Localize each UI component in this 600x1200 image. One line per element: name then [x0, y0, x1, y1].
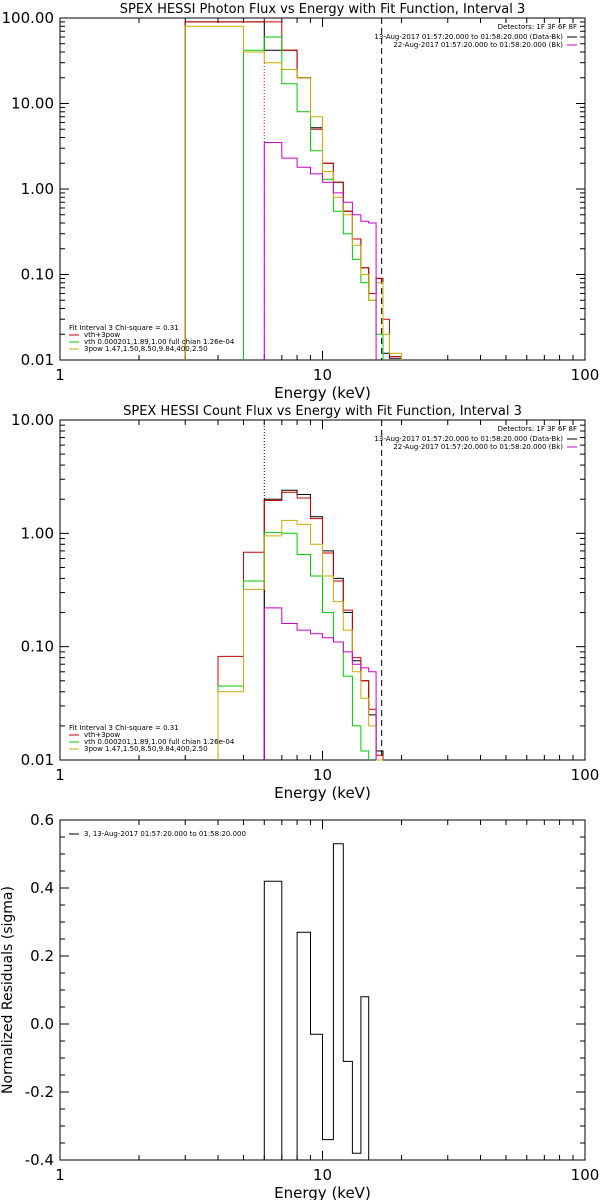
series-step-line-vth-3pow: [217, 491, 384, 760]
plot-frame: [59, 17, 586, 361]
legend-left-item: vth+3pow: [84, 331, 120, 339]
legend-right-header: Detectors: 1F 3F 6F 8F: [498, 425, 577, 433]
series-step-line-bk: [263, 607, 377, 760]
y-tick-label: 0.4: [30, 879, 54, 897]
legend-right-item: 13-Aug-2017 01:57:20.000 to 01:58:20.000…: [374, 435, 563, 443]
series-step-line-vth-3pow: [184, 21, 402, 360]
chart-title: SPEX HESSI Count Flux vs Energy with Fit…: [123, 404, 522, 419]
series-step-line-bk: [263, 142, 377, 360]
series-step-line-3pow: [217, 519, 383, 761]
x-tick-label: 10: [313, 366, 332, 384]
legend-left-item: 3pow 1.47,1.50,8.50,9.84,400,2.50: [84, 745, 208, 753]
y-tick-label: -0.2: [25, 1083, 54, 1101]
y-tick-label: 1.00: [21, 524, 54, 542]
x-tick-label: 100: [571, 766, 600, 784]
x-tick-label: 100: [571, 1166, 600, 1184]
y-axis-label: Normalized Residuals (sigma): [0, 886, 16, 1094]
x-tick-label: 100: [571, 366, 600, 384]
legend-left-item: vth 0.000201,1.89,1.00 full chian 1.26e-…: [84, 338, 235, 346]
legend-left-item: 3, 13-Aug-2017 01:57:20.000 to 01:58:20.…: [84, 830, 246, 838]
legend-left-header: Fit Interval 3 Chi-square = 0.31: [69, 324, 179, 332]
y-tick-label: 10.00: [11, 411, 54, 429]
x-tick-label: 10: [313, 766, 332, 784]
chart-panel-2: 1 10 100 10.00 1.00 0.10 0.01 SPEX HESSI Count …: [11, 404, 599, 802]
series-step-line-data-bk: [184, 21, 402, 360]
legend-left-header: Fit Interval 3 Chi-square = 0.31: [69, 724, 179, 732]
y-tick-label: 10.00: [11, 95, 54, 113]
x-tick-label: 1: [55, 1166, 65, 1184]
legend-right-item: 13-Aug-2017 01:57:20.000 to 01:58:20.000…: [374, 33, 563, 41]
series-step-line-residuals: [263, 843, 370, 1161]
series-step-line-vth: [217, 531, 370, 760]
legend-right-item: 22-Aug-2017 01:57:20.000 to 01:58:20.000…: [393, 41, 563, 49]
legend-left-item: vth 0.000201,1.89,1.00 full chian 1.26e-…: [84, 738, 235, 746]
x-axis-label: Energy (keV): [274, 384, 371, 402]
y-tick-label: -0.4: [25, 1151, 54, 1169]
y-tick-label: 0.2: [30, 947, 54, 965]
y-tick-label: 0.0: [30, 1015, 54, 1033]
chart-panel-1: 1 10 100 100.00 10.00 1.00 0.10 0.01 SPEX HESSI …: [2, 2, 600, 402]
y-tick-label: 0.10: [21, 638, 54, 656]
y-tick-label: 0.6: [30, 811, 54, 829]
chart-title: SPEX HESSI Photon Flux vs Energy with Fi…: [120, 2, 526, 17]
y-tick-label: 1.00: [21, 180, 54, 198]
y-tick-label: 0.10: [21, 266, 54, 284]
y-tick-label: 100.00: [2, 9, 55, 27]
legend-right-header: Detectors: 1F 3F 6F 8F: [498, 23, 577, 31]
legend-right-item: 22-Aug-2017 01:57:20.000 to 01:58:20.000…: [393, 443, 563, 451]
x-tick-label: 10: [313, 1166, 332, 1184]
legend-left-item: 3pow 1.47,1.50,8.50,9.84,400,2.50: [84, 345, 208, 353]
y-tick-label: 0.01: [21, 751, 54, 769]
legend-left-item: vth+3pow: [84, 731, 120, 739]
x-tick-label: 1: [55, 366, 65, 384]
x-tick-label: 1: [55, 766, 65, 784]
chart-panel-3: 1 10 100 0.6 0.4 0.2 0.0 -0.2 -0.4 Energy (keV) No…: [0, 811, 599, 1200]
x-axis-label: Energy (keV): [274, 1184, 371, 1200]
y-tick-label: 0.01: [21, 351, 54, 369]
x-axis-label: Energy (keV): [274, 784, 371, 802]
series-step-line-data-bk: [263, 489, 384, 760]
series-step-line-3pow: [184, 25, 402, 360]
